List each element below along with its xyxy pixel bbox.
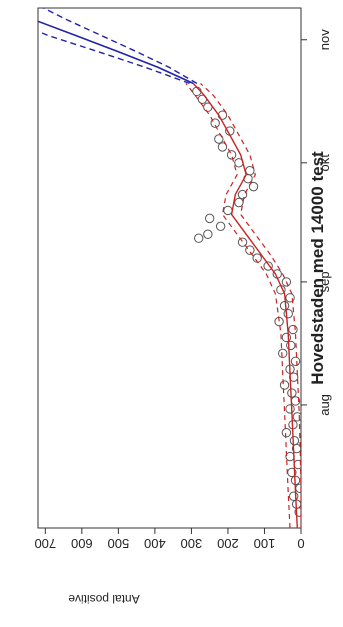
observed-point: [263, 261, 273, 271]
y-tick-label: 600: [71, 536, 93, 551]
observed-point: [226, 150, 237, 160]
observed-point: [279, 301, 290, 311]
forecast-lower-bound-line: [43, 8, 198, 85]
observed-point: [237, 189, 248, 200]
observed-point: [245, 245, 255, 255]
y-axis-label: Antal positive: [68, 592, 140, 606]
chart-title: Hovedstaden med 14000 test: [308, 151, 327, 385]
y-tick-label: 0: [297, 536, 304, 551]
observed-point: [210, 118, 220, 128]
y-tick-label: 200: [217, 536, 239, 551]
y-tick-label: 700: [34, 536, 56, 551]
labels: Hovedstaden med 14000 test Antal positiv…: [68, 151, 327, 606]
observed-point: [203, 229, 213, 239]
y-tick-label: 500: [108, 536, 130, 551]
model-fit-line: [192, 82, 298, 528]
plot-border: [37, 7, 302, 529]
observed-point: [217, 142, 228, 152]
model-upper-bound-line: [185, 83, 291, 528]
plot-frame: [37, 7, 302, 529]
observed-point: [279, 380, 290, 390]
observed-point: [288, 491, 299, 501]
x-tick-label: nov: [317, 29, 332, 50]
observed-point: [203, 102, 213, 112]
y-tick-label: 400: [144, 536, 166, 551]
observed-point: [287, 388, 297, 398]
observed-point: [281, 332, 292, 343]
y-tick-label: 100: [254, 536, 276, 551]
observed-point: [290, 356, 301, 366]
model-lower-bound-line: [200, 82, 301, 528]
observed-point: [281, 428, 292, 438]
observed-point: [237, 237, 248, 247]
observed-point: [285, 451, 295, 462]
observed-point: [214, 134, 224, 144]
observed-point: [278, 348, 288, 359]
observed-point: [248, 181, 259, 192]
axes: 0 100 200 300 400 500 600 700 aug sep okt nov: [34, 29, 332, 551]
observed-point: [223, 205, 233, 216]
x-tick-label: aug: [317, 394, 332, 416]
observed-point: [215, 221, 226, 232]
observed-point: [194, 233, 204, 243]
observed-point: [204, 213, 215, 224]
observed-point: [283, 308, 293, 319]
forecast-upper-bound-line: [38, 30, 190, 85]
observed-point: [285, 293, 295, 303]
observed-point: [295, 483, 301, 494]
plot-area: [38, 8, 301, 528]
observed-point: [286, 340, 296, 351]
forecast-line: [38, 20, 194, 85]
observed-point: [234, 197, 244, 208]
x-tick-label: okt: [317, 154, 332, 172]
observed-point: [288, 324, 298, 335]
x-tick-label: sep: [317, 271, 332, 292]
y-tick-label: 300: [181, 536, 203, 551]
observed-point: [289, 435, 300, 446]
observed-point: [285, 404, 295, 414]
observed-point: [281, 277, 292, 287]
observed-point: [292, 412, 301, 422]
